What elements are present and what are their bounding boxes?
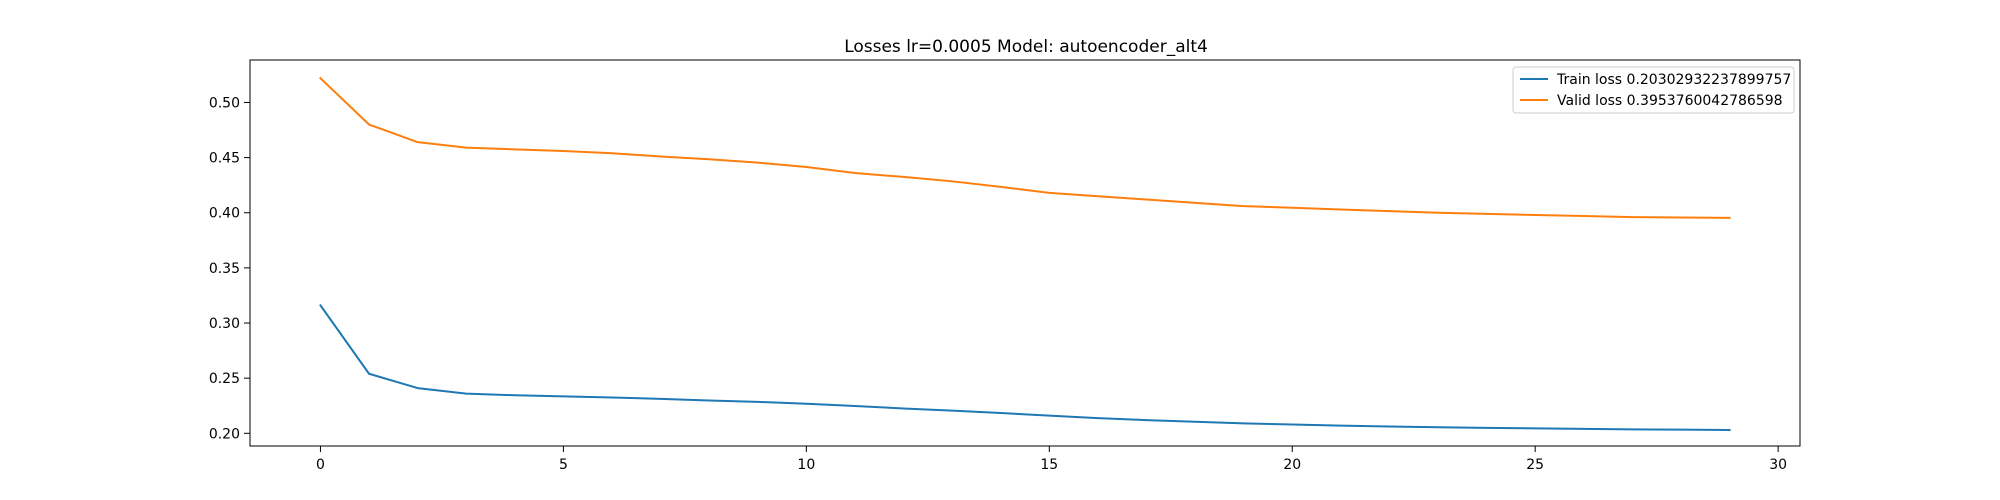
x-axis: 0 5 10 15 20 25 30 xyxy=(316,446,1787,473)
y-tick-label: 0.20 xyxy=(209,426,240,442)
legend-label-valid: Valid loss 0.3953760042786598 xyxy=(1557,93,1783,109)
x-tick-label: 20 xyxy=(1283,457,1301,473)
x-tick-label: 10 xyxy=(797,457,815,473)
x-tick-label: 5 xyxy=(559,457,568,473)
y-tick-label: 0.40 xyxy=(209,206,240,222)
series-layer xyxy=(319,76,1731,432)
x-tick-label: 25 xyxy=(1526,457,1544,473)
x-tick-label: 0 xyxy=(316,457,325,473)
y-tick-label: 0.35 xyxy=(209,261,240,277)
train-loss-line xyxy=(319,303,1731,432)
legend: Train loss 0.20302932237899757 Valid los… xyxy=(1512,66,1795,114)
plot-frame xyxy=(249,59,1801,447)
y-tick-label: 0.50 xyxy=(209,95,240,111)
y-axis: 0.20 0.25 0.30 0.35 0.40 0.45 0.50 xyxy=(209,95,250,442)
x-tick-label: 15 xyxy=(1040,457,1058,473)
legend-box xyxy=(1512,66,1795,114)
y-tick-label: 0.45 xyxy=(209,151,240,167)
valid-loss-line xyxy=(319,76,1731,219)
chart-title: Losses lr=0.0005 Model: autoencoder_alt4 xyxy=(844,37,1208,57)
legend-label-train: Train loss 0.20302932237899757 xyxy=(1556,72,1791,88)
y-tick-label: 0.25 xyxy=(209,371,240,387)
y-tick-label: 0.30 xyxy=(209,316,240,332)
x-tick-label: 30 xyxy=(1769,457,1787,473)
